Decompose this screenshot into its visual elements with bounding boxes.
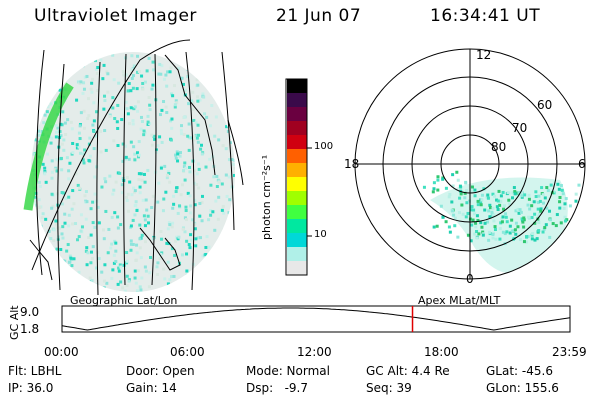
mlt-label-12: 12 — [476, 48, 492, 62]
uv-emission-pixels — [32, 52, 235, 292]
x-tick-2359: 23:59 — [552, 345, 587, 359]
mlt-label-18: 18 — [344, 157, 360, 171]
mlat-ring-80: 80 — [491, 140, 507, 154]
geographic-latlon-label: Geographic Lat/Lon — [70, 294, 178, 307]
altitude-curve — [61, 307, 571, 331]
colorbar-tick-10: 10 — [314, 229, 327, 240]
date-label: 21 Jun 07 — [276, 6, 362, 26]
status-gain: Gain: 14 — [126, 381, 177, 395]
status-door: Door: Open — [126, 364, 195, 378]
apex-label: Apex MLat/MLT — [418, 294, 501, 307]
status-glon: GLon: 155.6 — [486, 381, 559, 395]
x-tick-1200: 12:00 — [297, 345, 332, 359]
instrument-title: Ultraviolet Imager — [34, 6, 197, 26]
x-tick-0000: 00:00 — [44, 345, 79, 359]
colorbar-unit-label: photon cm⁻²s⁻¹ — [260, 154, 273, 240]
y-tick-1.8: 1.8 — [20, 322, 40, 336]
status-filter: Flt: LBHL — [8, 364, 62, 378]
geo-grid-lines — [31, 39, 244, 296]
colorbar-tick-100: 100 — [314, 141, 334, 152]
mlat-ring-70: 70 — [512, 121, 528, 135]
status-gc-alt: GC Alt: 4.4 Re — [366, 364, 450, 378]
y-tick-9: 9.0 — [20, 305, 40, 319]
mlt-label-6: 6 — [578, 157, 586, 171]
x-tick-1800: 18:00 — [424, 345, 459, 359]
time-label: 16:34:41 UT — [430, 6, 541, 26]
image-disk — [31, 52, 235, 292]
polar-grid — [354, 48, 586, 280]
status-dsp: Dsp: -9.7 — [246, 381, 309, 395]
status-mode: Mode: Normal — [246, 364, 330, 378]
mlt-label-0: 0 — [466, 272, 474, 286]
auroral-arc — [23, 82, 74, 211]
x-tick-0600: 06:00 — [170, 345, 205, 359]
status-ip: IP: 36.0 — [8, 381, 54, 395]
status-glat: GLat: -45.6 — [486, 364, 553, 378]
mlat-ring-60: 60 — [537, 98, 553, 112]
coastline — [29, 54, 216, 281]
status-seq: Seq: 39 — [366, 381, 412, 395]
